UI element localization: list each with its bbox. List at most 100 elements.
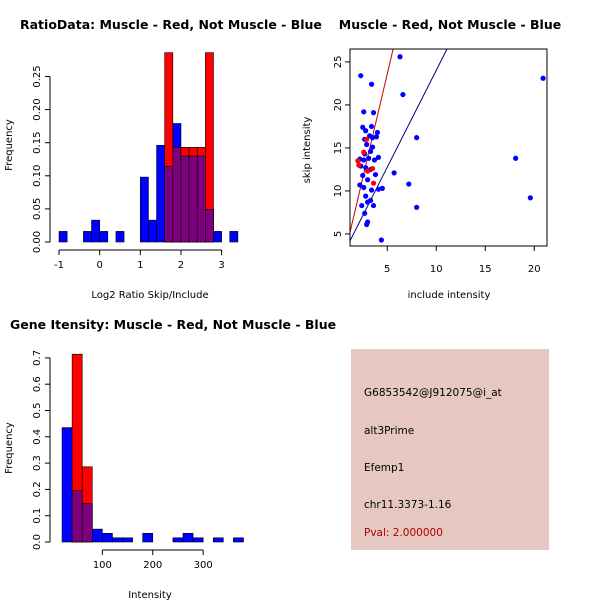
gene-intensity-blue-bar [91, 528, 103, 543]
ratio-histogram-x-tick-label: 1 [137, 260, 143, 271]
scatter-title: Muscle - Red, Not Muscle - Blue [339, 17, 561, 32]
ratio-histogram-blue-bar [140, 176, 149, 243]
gene-intensity-blue-bar [182, 533, 194, 543]
scatter-point-not-muscle [378, 237, 384, 243]
scatter-y-tick-label: 10 [333, 185, 344, 198]
scatter-y-tick-label: 5 [333, 231, 344, 237]
ratio-histogram-overlap-bar [164, 166, 174, 243]
gene-intensity-title: Gene Itensity: Muscle - Red, Not Muscle … [10, 317, 336, 332]
scatter-point-not-muscle [360, 172, 366, 179]
scatter-point-not-muscle [360, 124, 366, 130]
gene-intensity-blue-bar [102, 533, 113, 543]
scatter-point-not-muscle [375, 154, 382, 160]
scatter-point-muscle [365, 168, 371, 174]
ratio-histogram-y-tick-label: 0.15 [32, 132, 43, 154]
ratio-histogram-blue-bar [148, 219, 157, 243]
info-pval: Pval: 2.000000 [364, 527, 443, 539]
ratio-histogram-overlap-bar [205, 209, 214, 243]
gene-intensity-y-tick-label: 0.5 [32, 403, 43, 419]
scatter-fit-lines [350, 49, 448, 242]
gene-intensity-x-tick-label: 300 [194, 560, 213, 571]
gene-intensity-blue-bar [61, 427, 73, 543]
gene-intensity-x-tick-label: 100 [93, 560, 112, 571]
scatter-y-tick-label: 15 [333, 142, 344, 155]
gene-intensity-blue-bar [212, 537, 224, 543]
scatter-point-not-muscle [361, 157, 367, 163]
scatter-point-not-muscle [414, 204, 420, 210]
scatter-point-not-muscle [363, 128, 369, 134]
ratio-histogram-ylabel: Frequency [4, 119, 15, 171]
ratio-histogram-xlabel: Log2 Ratio Skip/Include [91, 290, 208, 301]
scatter-ylabel: skip intensity [302, 117, 313, 184]
scatter-point-muscle [370, 180, 377, 186]
ratio-histogram-x-tick-label: -1 [54, 260, 64, 271]
scatter-point-not-muscle [363, 193, 369, 199]
gene-intensity-blue-bar [112, 537, 123, 543]
ratio-histogram-y-tick-label: 0.10 [32, 165, 43, 187]
gene-intensity-axes: 100 200 300 0.0 0.1 0.2 0.3 0.4 0.5 0.6 0.7 [32, 350, 213, 571]
scatter-point-not-muscle [371, 157, 378, 163]
scatter-point-not-muscle [358, 73, 364, 79]
gene-intensity-ylabel: Frequency [4, 422, 15, 474]
scatter-point-muscle [364, 136, 370, 142]
ratio-histogram-x-tick-label: 3 [218, 260, 224, 271]
info-panel-background [351, 349, 549, 550]
gene-intensity-bars [61, 353, 244, 543]
scatter-point-not-muscle [527, 195, 533, 201]
scatter-point-not-muscle [368, 187, 375, 193]
scatter-point-not-muscle [364, 221, 370, 228]
scatter-point-muscle [356, 162, 362, 168]
gene-intensity-y-tick-label: 0.0 [32, 534, 43, 550]
scatter-point-muscle [355, 158, 361, 164]
scatter-point-not-muscle [372, 171, 379, 178]
scatter-point-not-muscle [406, 181, 412, 187]
scatter-point-not-muscle [361, 184, 367, 191]
ratio-histogram-blue-bar [229, 231, 239, 243]
ratio-histogram-y-tick-label: 0.05 [32, 198, 43, 220]
info-probe-id: G6853542@J912075@i_at [364, 387, 502, 399]
gene-intensity-blue-bar [192, 537, 204, 543]
ratio-histogram-y-tick-label: 0.25 [32, 65, 43, 87]
scatter-point-not-muscle [400, 91, 406, 98]
scatter-point-not-muscle [368, 123, 375, 130]
scatter-point-not-muscle [367, 197, 374, 204]
ratio-histogram-x-tick-label: 0 [96, 260, 102, 271]
scatter-point-not-muscle [374, 129, 381, 136]
scatter-muscle-fit-line [350, 49, 394, 233]
scatter-point-not-muscle [370, 202, 377, 209]
scatter-point-not-muscle [369, 135, 376, 141]
ratio-histogram-axes: -1 0 1 2 3 0.00 0.05 0.10 0.15 0.20 0.25 [32, 65, 225, 271]
scatter-y-tick-label: 20 [333, 99, 344, 112]
ratio-histogram-blue-bar [91, 219, 100, 243]
scatter-point-not-muscle [373, 134, 380, 140]
gene-intensity-y-tick-label: 0.6 [32, 376, 43, 392]
gene-intensity-blue-bar [142, 533, 154, 543]
scatter-axes: 5 10 15 20 5 10 15 20 25 [333, 56, 541, 275]
scatter-point-not-muscle [513, 155, 519, 161]
scatter-point-not-muscle [370, 110, 377, 116]
info-gene-name: Efemp1 [364, 462, 404, 474]
scatter-point-not-muscle [369, 144, 376, 150]
ratio-histogram-overlap-bar [172, 147, 182, 243]
scatter-point-not-muscle [397, 54, 403, 60]
ratio-histogram-overlap-bar [180, 155, 190, 243]
scatter-point-not-muscle [366, 155, 372, 161]
info-panel: G6853542@J912075@i_at alt3Prime Efemp1 c… [351, 349, 549, 550]
ratio-histogram-overlap-bar [196, 155, 206, 243]
scatter-plot-frame [349, 48, 548, 247]
ratio-histogram-y-tick-label: 0.20 [32, 98, 43, 120]
ratio-histogram-blue-bar [99, 231, 109, 243]
gene-intensity-y-tick-label: 0.3 [32, 455, 43, 471]
scatter-point-not-muscle [391, 170, 397, 176]
ratio-histogram-y-tick-label: 0.00 [32, 231, 43, 253]
scatter-point-not-muscle [367, 148, 374, 154]
scatter-point-not-muscle [540, 75, 546, 81]
scatter-xlabel: include intensity [408, 290, 491, 301]
gene-intensity-blue-bar [233, 537, 244, 543]
gene-intensity-histogram: Gene Itensity: Muscle - Red, Not Muscle … [4, 317, 336, 600]
scatter-point-muscle [369, 165, 376, 172]
scatter-point-not-muscle [379, 185, 385, 191]
gene-intensity-y-tick-label: 0.4 [32, 429, 43, 445]
info-event-type: alt3Prime [364, 425, 414, 437]
